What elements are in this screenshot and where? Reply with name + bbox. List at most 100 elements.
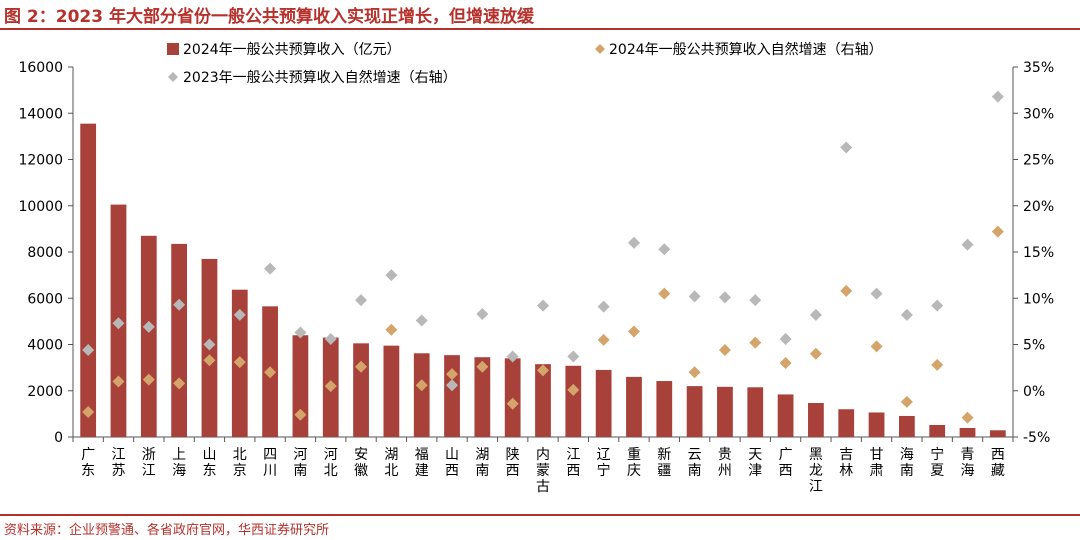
growth-2023-point <box>112 317 125 330</box>
title-divider <box>0 28 1080 30</box>
revenue-bar <box>898 415 915 437</box>
x-tick-label: 内蒙古 <box>536 447 550 495</box>
bars-layer <box>80 123 1006 437</box>
revenue-bar <box>444 355 460 437</box>
growth-2023-point <box>840 141 853 154</box>
growth-2023-point <box>718 291 731 304</box>
x-tick-label: 上海 <box>172 447 186 479</box>
growth-2023-point <box>961 238 974 251</box>
revenue-bar <box>383 345 400 437</box>
y-right-tick-label: 5% <box>1023 338 1045 354</box>
x-tick-label: 安徽 <box>354 447 368 479</box>
y-left-tick-label: 0 <box>54 430 63 446</box>
y-right-tick-label: 0% <box>1023 384 1045 400</box>
x-tick-label: 黑龙江 <box>809 447 823 495</box>
growth-2024-point <box>476 360 489 373</box>
figure-source: 资料来源：企业预警通、各省政府官网，华西证券研究所 <box>4 523 330 538</box>
legend-swatch-growth-2024 <box>595 44 605 54</box>
x-tick-label: 浙江 <box>142 447 156 479</box>
points-layer <box>82 90 1004 424</box>
revenue-bar <box>959 427 976 437</box>
y-left-tick-label: 10000 <box>18 199 63 215</box>
growth-2024-point <box>900 395 913 408</box>
growth-2023-point <box>173 298 186 311</box>
growth-2024-point <box>840 284 853 297</box>
figure-title: 图 2：2023 年大部分省份一般公共预算收入实现正增长，但增速放缓 <box>4 7 534 27</box>
growth-2024-point <box>415 379 428 392</box>
growth-2024-point <box>294 408 307 421</box>
legend-label-revenue: 2024年一般公共预算收入（亿元） <box>183 42 401 58</box>
growth-2024-point <box>142 373 155 386</box>
growth-2024-point <box>324 380 337 393</box>
revenue-bar <box>474 357 491 437</box>
y-right-tick-label: 10% <box>1023 291 1054 307</box>
revenue-bar <box>353 343 369 437</box>
growth-2023-point <box>203 338 216 351</box>
x-tick-label: 江西 <box>566 447 580 479</box>
growth-2024-point <box>779 357 792 369</box>
growth-2023-point <box>446 379 459 392</box>
revenue-bar <box>747 387 764 437</box>
x-tick-label: 新疆 <box>657 447 671 479</box>
x-tick-label: 北京 <box>233 447 247 479</box>
revenue-bar <box>868 412 885 437</box>
growth-2024-point <box>567 383 580 396</box>
growth-2024-point <box>749 336 762 349</box>
y-right-tick-label: 20% <box>1023 199 1054 215</box>
growth-2023-point <box>415 314 428 327</box>
revenue-bar <box>565 365 582 437</box>
growth-2024-point <box>385 323 398 336</box>
revenue-bar <box>717 386 733 437</box>
growth-2023-point <box>658 243 671 256</box>
x-tick-label: 陕西 <box>506 447 520 479</box>
growth-2023-point <box>476 307 489 320</box>
growth-2024-point <box>264 366 277 379</box>
growth-2023-point <box>294 326 307 339</box>
revenue-bar <box>595 369 612 437</box>
growth-2023-point <box>142 320 155 333</box>
legend-label-growth-2023: 2023年一般公共预算收入自然增速（右轴） <box>183 69 457 86</box>
x-tick-label: 湖南 <box>475 447 489 479</box>
source-divider <box>0 514 1080 516</box>
growth-2023-point <box>627 236 640 249</box>
x-tick-label: 海南 <box>900 447 914 479</box>
x-tick-label: 湖北 <box>384 447 398 479</box>
growth-2023-point <box>264 262 277 275</box>
revenue-bar <box>80 123 97 437</box>
revenue-bar <box>413 353 430 437</box>
revenue-bar <box>777 394 794 437</box>
y-left-tick-label: 2000 <box>27 384 63 400</box>
x-tick-label: 贵州 <box>718 447 732 479</box>
growth-2024-point <box>82 406 95 419</box>
y-right-tick-label: -5% <box>1023 430 1050 446</box>
x-tick-label: 广东 <box>81 447 95 479</box>
growth-2024-point <box>537 364 549 377</box>
revenue-bar <box>838 409 855 437</box>
x-tick-label: 宁夏 <box>930 446 944 479</box>
growth-2023-point <box>597 300 610 313</box>
growth-2023-point <box>749 294 762 307</box>
growth-2024-point <box>506 397 519 410</box>
y-right-tick-label: 25% <box>1023 153 1054 169</box>
growth-2023-point <box>324 332 337 345</box>
y-left-tick-label: 12000 <box>18 153 63 169</box>
revenue-bar <box>656 381 673 437</box>
y-left-tick-label: 8000 <box>27 245 63 261</box>
x-tick-label: 辽宁 <box>597 447 611 479</box>
x-tick-label: 山西 <box>445 447 459 479</box>
growth-2023-point <box>355 294 368 307</box>
y-right-tick-label: 15% <box>1023 245 1054 261</box>
revenue-bar <box>686 386 703 437</box>
growth-2023-point <box>567 350 580 363</box>
x-tick-label: 吉林 <box>839 447 853 479</box>
growth-2024-point <box>233 356 246 369</box>
growth-2023-point <box>506 350 519 363</box>
growth-2024-point <box>961 411 974 424</box>
x-tick-label: 广西 <box>779 447 793 479</box>
x-tick-label: 河北 <box>324 447 338 479</box>
y-right-tick-label: 35% <box>1023 60 1054 76</box>
growth-2023-point <box>900 308 913 321</box>
growth-2024-point <box>809 347 822 360</box>
revenue-bar <box>504 358 521 437</box>
